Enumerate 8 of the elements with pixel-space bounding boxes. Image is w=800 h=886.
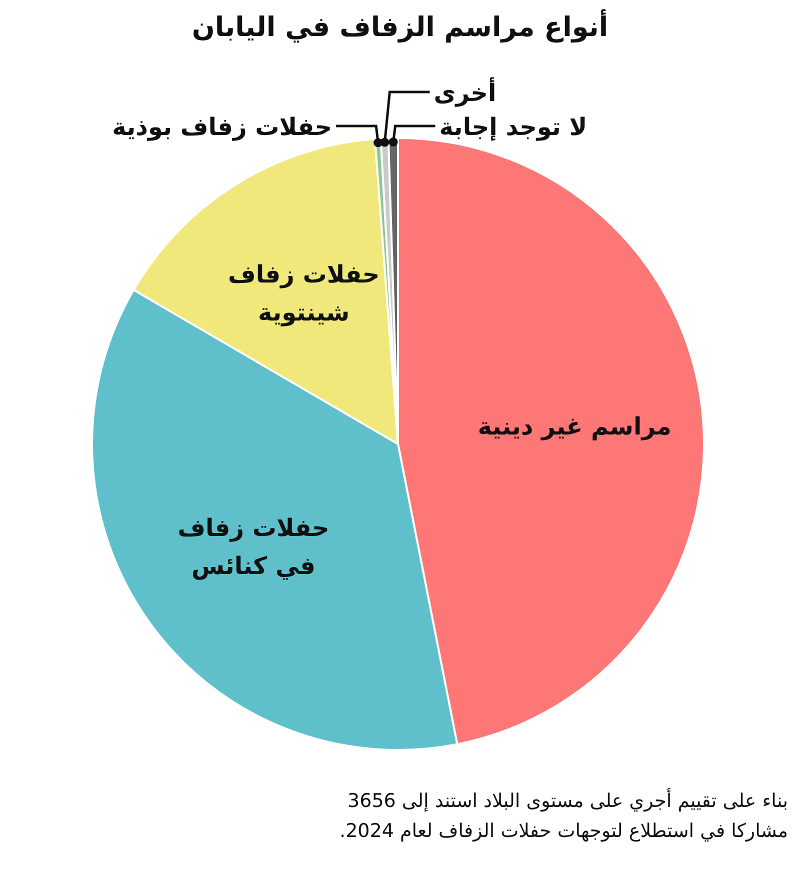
chart-title: أنواع مراسم الزفاف في اليابان (192, 9, 608, 43)
slice-label: أخرى (434, 77, 496, 107)
slice-label: حفلات زفاف شينتوية (228, 260, 380, 327)
slice-label: مراسم غير دينية (478, 412, 672, 441)
slice-label: حفلات زفاف بوذية (112, 113, 332, 141)
slice-label: لا توجد إجابة (439, 113, 588, 141)
slice-label: حفلات زفاف في كنائس (178, 514, 330, 580)
text: بناء على تقييم أجري على مستوى البلاد استند إلى 3656 مشاركا في استطلاع لتوجهات حفلات الزفاف لعام 2024. (338, 787, 788, 844)
